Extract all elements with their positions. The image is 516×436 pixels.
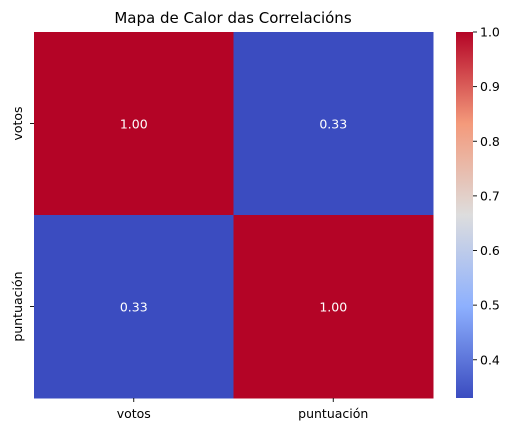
- colorbar-tick-label: 1.0: [480, 25, 500, 40]
- cell-value-label: 0.33: [319, 117, 347, 132]
- x-tick-label: votos: [117, 406, 151, 421]
- y-tick-label: votos: [10, 106, 25, 140]
- x-axis: votos puntuación: [117, 398, 368, 421]
- chart-title: Mapa de Calor das Correlacións: [114, 9, 351, 27]
- colorbar-tick-label: 0.5: [480, 298, 500, 313]
- heatmap-cells: 1.00 0.33 0.33 1.00: [34, 32, 434, 399]
- cell-value-label: 1.00: [120, 117, 148, 132]
- heatmap-cell: [233, 32, 434, 216]
- colorbar: 0.4 0.5 0.6 0.7 0.8 0.9 1.0: [456, 25, 500, 398]
- cell-value-label: 1.00: [319, 300, 347, 315]
- colorbar-tick-label: 0.6: [480, 243, 500, 258]
- colorbar-tick-label: 0.8: [480, 134, 500, 149]
- heatmap-cell: [34, 32, 234, 216]
- colorbar-tick-label: 0.4: [480, 352, 500, 367]
- x-tick-label: puntuación: [298, 406, 368, 421]
- heatmap-cell: [34, 215, 234, 399]
- cell-value-label: 0.33: [120, 300, 148, 315]
- colorbar-tick-label: 0.9: [480, 79, 500, 94]
- colorbar-tick-label: 0.7: [480, 188, 500, 203]
- heatmap-cell: [233, 215, 434, 399]
- colorbar-gradient: [456, 32, 473, 398]
- y-axis: votos puntuación: [10, 106, 34, 342]
- y-tick-label: puntuación: [10, 271, 25, 341]
